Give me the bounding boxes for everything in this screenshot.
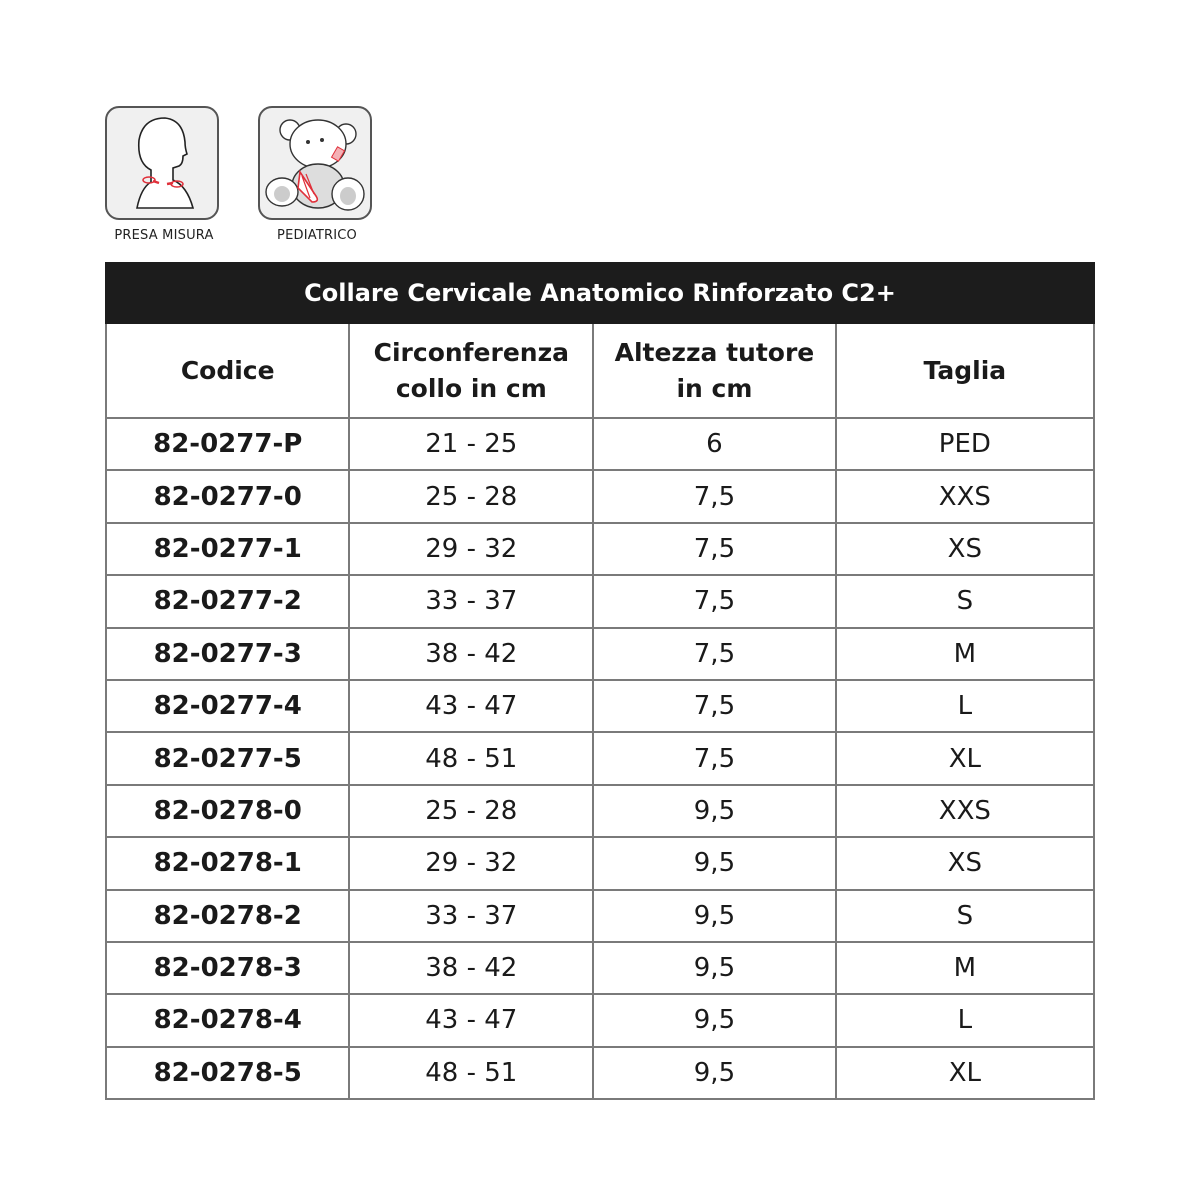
- cell-codice: 82-0278-2: [104, 888, 351, 943]
- cell-circonferenza: 33 - 37: [348, 888, 595, 943]
- cell-codice: 82-0278-1: [104, 836, 351, 891]
- cell-altezza: 7,5: [592, 731, 837, 786]
- cell-circonferenza: 38 - 42: [348, 940, 595, 996]
- cell-codice: 82-0277-0: [104, 469, 351, 524]
- cell-taglia: XXS: [834, 469, 1096, 524]
- table-row: 82-0278-2 33 - 37 9,5 S: [104, 888, 1096, 943]
- cell-circonferenza: 21 - 25: [348, 416, 595, 472]
- cell-altezza: 9,5: [592, 783, 837, 839]
- cell-circonferenza: 43 - 47: [348, 678, 595, 734]
- cell-taglia: L: [834, 678, 1096, 734]
- cell-circonferenza: 38 - 42: [348, 626, 595, 681]
- table-row: 82-0277-5 48 - 51 7,5 XL: [104, 731, 1096, 786]
- teddy-bear-icon: [258, 106, 372, 220]
- cell-circonferenza: 29 - 32: [348, 836, 595, 891]
- cell-taglia: XXS: [834, 783, 1096, 839]
- cell-circonferenza: 29 - 32: [348, 521, 595, 577]
- table-row: 82-0277-4 43 - 47 7,5 L: [104, 678, 1096, 734]
- table-row: 82-0278-4 43 - 47 9,5 L: [104, 993, 1096, 1048]
- cell-altezza: 9,5: [592, 993, 837, 1048]
- cell-altezza: 7,5: [592, 678, 837, 734]
- cell-taglia: S: [834, 574, 1096, 629]
- table-row: 82-0278-1 29 - 32 9,5 XS: [104, 836, 1096, 891]
- head-neck-measure-icon: [105, 106, 219, 220]
- cell-altezza: 7,5: [592, 574, 837, 629]
- cell-altezza: 7,5: [592, 626, 837, 681]
- presa-misura-label: PRESA MISURA: [114, 228, 214, 243]
- cell-taglia: XS: [834, 521, 1096, 577]
- cell-taglia: XL: [834, 731, 1096, 786]
- table-row: 82-0278-3 38 - 42 9,5 M: [104, 940, 1096, 996]
- table-row: 82-0278-5 48 - 51 9,5 XL: [104, 1045, 1096, 1101]
- cell-altezza: 9,5: [592, 836, 837, 891]
- cell-circonferenza: 48 - 51: [348, 1045, 595, 1101]
- cell-codice: 82-0278-3: [104, 940, 351, 996]
- cell-codice: 82-0277-2: [104, 574, 351, 629]
- cell-codice: 82-0277-3: [104, 626, 351, 681]
- header-codice: Codice: [104, 322, 351, 419]
- cell-altezza: 7,5: [592, 521, 837, 577]
- cell-codice: 82-0277-5: [104, 731, 351, 786]
- cell-codice: 82-0278-5: [104, 1045, 351, 1101]
- cell-circonferenza: 43 - 47: [348, 993, 595, 1048]
- cell-codice: 82-0278-4: [104, 993, 351, 1048]
- header-taglia: Taglia: [834, 322, 1096, 419]
- cell-altezza: 6: [592, 416, 837, 472]
- cell-circonferenza: 33 - 37: [348, 574, 595, 629]
- cell-taglia: S: [834, 888, 1096, 943]
- table-row: 82-0277-0 25 - 28 7,5 XXS: [104, 469, 1096, 524]
- header-row: Codice Circonferenza collo in cm Altezza …: [104, 322, 1096, 419]
- table-title: Collare Cervicale Anatomico Rinforzato C…: [105, 262, 1095, 324]
- cell-circonferenza: 25 - 28: [348, 469, 595, 524]
- cell-altezza: 9,5: [592, 940, 837, 996]
- cell-taglia: M: [834, 626, 1096, 681]
- header-circonferenza: Circonferenza collo in cm: [348, 322, 595, 419]
- pediatrico-label: PEDIATRICO: [277, 228, 357, 243]
- cell-codice: 82-0277-1: [104, 521, 351, 577]
- cell-taglia: XL: [834, 1045, 1096, 1101]
- cell-altezza: 9,5: [592, 888, 837, 943]
- cell-taglia: XS: [834, 836, 1096, 891]
- cell-circonferenza: 25 - 28: [348, 783, 595, 839]
- table-row: 82-0277-1 29 - 32 7,5 XS: [104, 521, 1096, 577]
- cell-codice: 82-0277-4: [104, 678, 351, 734]
- table-row: 82-0277-P 21 - 25 6 PED: [104, 416, 1096, 472]
- cell-codice: 82-0277-P: [104, 416, 351, 472]
- cell-altezza: 7,5: [592, 469, 837, 524]
- cell-taglia: L: [834, 993, 1096, 1048]
- table-row: 82-0278-0 25 - 28 9,5 XXS: [104, 783, 1096, 839]
- table-row: 82-0277-2 33 - 37 7,5 S: [104, 574, 1096, 629]
- pediatrico-badge: PEDIATRICO: [258, 106, 376, 243]
- cell-taglia: PED: [834, 416, 1096, 472]
- cell-altezza: 9,5: [592, 1045, 837, 1101]
- presa-misura-badge: PRESA MISURA: [105, 106, 223, 243]
- cell-taglia: M: [834, 940, 1096, 996]
- header-altezza: Altezza tutore in cm: [592, 322, 837, 419]
- cell-codice: 82-0278-0: [104, 783, 351, 839]
- table-row: 82-0277-3 38 - 42 7,5 M: [104, 626, 1096, 681]
- size-table: Collare Cervicale Anatomico Rinforzato C…: [104, 262, 1096, 1101]
- cell-circonferenza: 48 - 51: [348, 731, 595, 786]
